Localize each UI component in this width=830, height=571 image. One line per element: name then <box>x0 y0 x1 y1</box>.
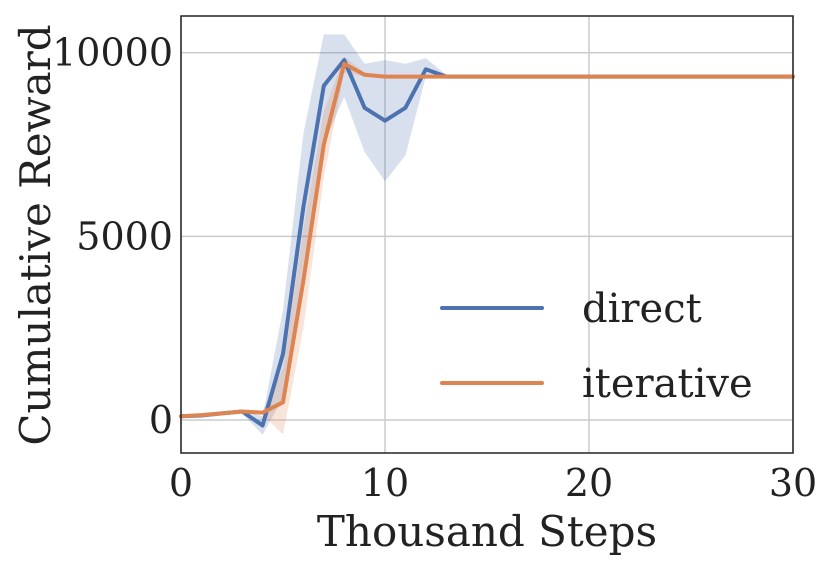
legend: direct iterative <box>440 286 753 407</box>
y-tick-label: 10000 <box>52 31 173 75</box>
legend-label-iterative: iterative <box>582 361 753 407</box>
x-tick-label: 20 <box>565 461 613 505</box>
line-iterative <box>179 61 795 419</box>
y-tick-label: 5000 <box>76 214 173 258</box>
x-axis-label: Thousand Steps <box>317 507 657 556</box>
band-iterative <box>181 56 793 435</box>
y-tick-labels: 0 5000 10000 <box>52 31 173 442</box>
confidence-bands <box>181 34 793 435</box>
y-axis-label: Cumulative Reward <box>11 24 60 445</box>
x-tick-label: 10 <box>361 461 409 505</box>
x-tick-label: 0 <box>169 461 193 505</box>
band-direct <box>181 34 793 435</box>
plot-frame <box>180 15 794 454</box>
legend-label-direct: direct <box>582 286 702 332</box>
x-tick-label: 30 <box>769 461 817 505</box>
series-lines <box>179 58 795 428</box>
y-tick-label: 0 <box>149 398 173 442</box>
x-tick-labels: 0 10 20 30 <box>169 461 817 505</box>
